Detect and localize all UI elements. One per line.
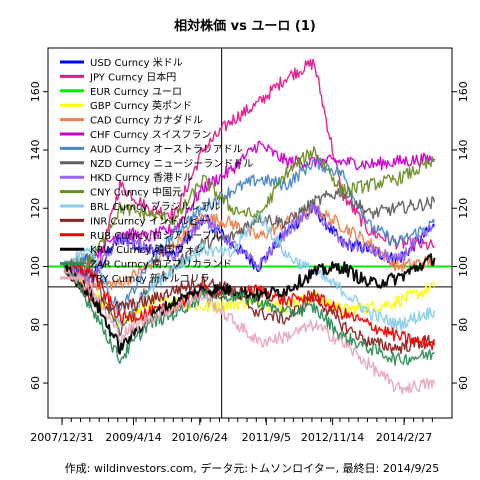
y-tick-label-left-1: 80 (29, 318, 42, 332)
y-tick-label-right-4: 140 (457, 139, 470, 160)
plot-frame (47, 47, 453, 419)
legend-label-11: INR Curncy インドルピー (90, 215, 209, 227)
legend-label-8: HKD Curncy 香港ドル (90, 172, 193, 184)
y-tick-label-left-4: 140 (29, 139, 42, 160)
x-tick-label-0: 2007/12/31 (30, 431, 93, 444)
y-tick-label-right-2: 100 (457, 256, 470, 277)
legend-label-12: RUB Curncy ロシアルーブル (90, 229, 222, 242)
x-tick-label-3: 2011/9/5 (242, 431, 291, 444)
y-tick-label-left-0: 60 (29, 376, 42, 390)
chart-title: 相対株価 vs ユーロ (1) (174, 18, 316, 34)
y-tick-label-right-3: 120 (457, 198, 470, 219)
y-tick-label-left-3: 120 (29, 198, 42, 219)
legend-label-9: CNY Curncy 中国元 (90, 186, 182, 199)
x-tick-label-5: 2014/2/27 (376, 431, 432, 444)
x-tick-label-4: 2012/11/14 (301, 431, 364, 444)
legend-label-10: BRL Curncy ブラジルレアル (90, 200, 220, 213)
y-tick-label-left-2: 100 (29, 256, 42, 277)
series-line-6 (63, 156, 436, 316)
legend-label-4: CAD Curncy カナダドル (90, 114, 203, 127)
legend-label-3: GBP Curncy 英ポンド (90, 99, 192, 112)
legend-label-14: ZAR Curncy 南アフリカランド (90, 258, 232, 271)
series-line-3 (63, 261, 436, 328)
y-tick-label-right-5: 160 (457, 81, 470, 102)
legend-label-13: KRW Curncy 韓国ウォン (90, 244, 204, 256)
series-line-8 (63, 203, 436, 284)
y-tick-label-left-5: 160 (29, 81, 42, 102)
y-tick-label-right-0: 60 (457, 376, 470, 390)
legend-label-6: AUD Curncy オーストラリアドル (90, 143, 243, 155)
x-axis: 2007/12/31 2009/4/14 2010/6/24 2011/9/5 2012… (30, 418, 433, 444)
series-line-9 (63, 146, 435, 273)
legend-label-15: TRY Curncy 新トルコリラ (89, 272, 210, 285)
chart-caption: 作成: wildinvestors.com, データ元:トムソンロイター, 最終… (65, 461, 439, 475)
legend-label-7: NZD Curncy ニュージーランドドル (90, 158, 253, 170)
x-tick-label-1: 2009/4/14 (105, 431, 161, 444)
series-line-5 (63, 140, 436, 271)
legend-label-5: CHF Curncy スイスフラン (90, 129, 211, 141)
series-line-15 (63, 268, 436, 395)
series-group (63, 58, 436, 395)
y-tick-label-right-1: 80 (457, 318, 470, 332)
series-line-12 (63, 261, 436, 351)
legend-label-1: JPY Curncy 日本円 (89, 70, 176, 83)
x-tick-label-2: 2010/6/24 (172, 431, 228, 444)
y-axis-right: 60 80 100 120 140 160 (452, 81, 470, 390)
series-line-13 (63, 253, 436, 355)
series-line-14 (63, 264, 435, 366)
legend-label-0: USD Curncy 米ドル (90, 56, 183, 69)
y-axis-left: 60 80 100 120 140 160 (29, 81, 48, 390)
legend-label-2: EUR Curncy ユーロ (90, 87, 182, 98)
series-line-1 (63, 58, 436, 293)
